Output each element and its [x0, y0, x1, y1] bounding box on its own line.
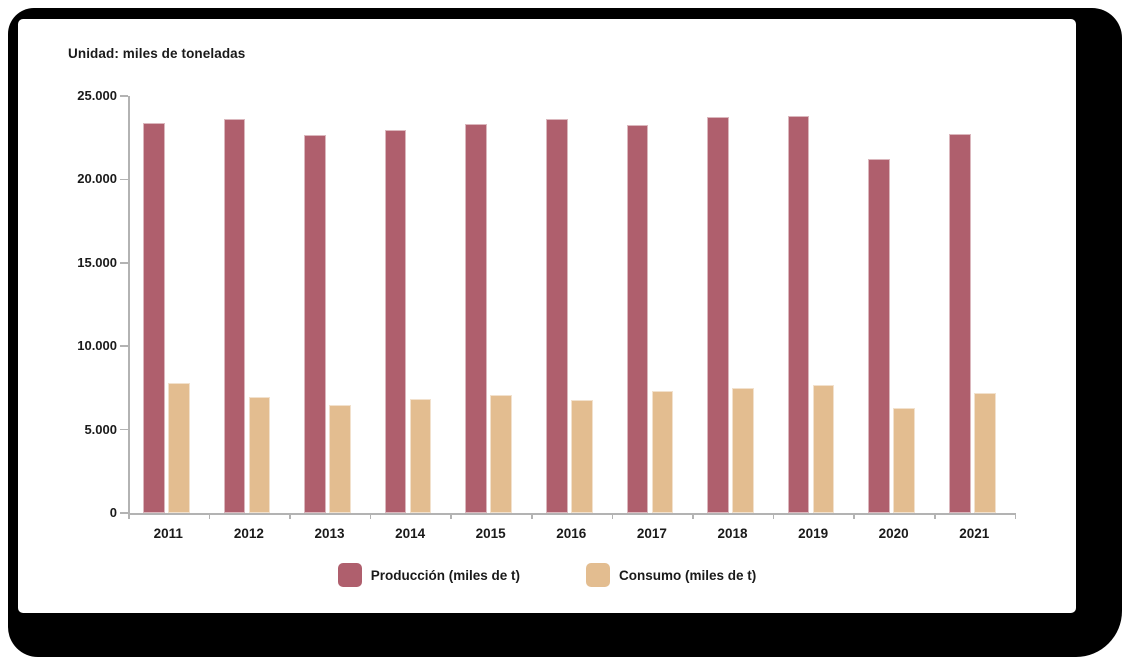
bar-produccion-2018: [707, 116, 729, 513]
x-tick: [289, 513, 291, 519]
bar-consumo-2012: [248, 397, 271, 513]
x-axis-label-2020: 2020: [878, 526, 909, 541]
x-axis-label-2013: 2013: [314, 526, 345, 541]
y-tick: [120, 345, 128, 347]
produccion-color-swatch: [337, 563, 362, 587]
y-tick: [120, 178, 128, 181]
x-tick: [853, 513, 855, 519]
legend-item-consumo: Consumo (miles de t): [586, 563, 756, 587]
x-tick: [531, 513, 533, 519]
x-tick: [611, 513, 614, 519]
y-tick: [120, 428, 128, 431]
x-axis-label-2016: 2016: [556, 526, 587, 541]
x-axis-line: [128, 513, 1017, 515]
bar-consumo-2015: [490, 395, 512, 513]
bar-consumo-2011: [168, 382, 190, 513]
unit-label: Unidad: miles de toneladas: [68, 46, 246, 61]
x-axis-label-2017: 2017: [636, 526, 667, 541]
chart-card-frame: Unidad: miles de toneladas 0 5.000 10.000 1…: [8, 8, 1122, 657]
y-tick: [120, 95, 128, 97]
bar-produccion-2019: [787, 116, 810, 513]
bar-chart-plot: 0 5.000 10.000 15.000 20.000 25.000 2011 2012 20…: [18, 19, 1076, 613]
y-tick: [120, 512, 128, 514]
x-axis-label-2012: 2012: [233, 526, 264, 541]
bar-consumo-2019: [812, 385, 835, 513]
x-axis-label-2011: 2011: [153, 526, 183, 541]
x-tick: [369, 513, 372, 519]
x-tick: [934, 513, 936, 519]
y-axis-label: 20.000: [77, 171, 117, 187]
bar-consumo-2020: [893, 407, 915, 513]
bar-produccion-2016: [546, 119, 568, 513]
consumo-color-swatch: [586, 563, 610, 587]
x-axis-label-2014: 2014: [395, 526, 426, 541]
legend-label-produccion: Producción (miles de t): [370, 567, 520, 583]
bar-consumo-2013: [329, 404, 351, 513]
bar-produccion-2013: [304, 135, 326, 513]
x-tick: [128, 513, 130, 519]
x-tick: [450, 513, 452, 519]
bar-produccion-2020: [868, 159, 890, 513]
bar-produccion-2017: [626, 125, 649, 513]
chart-legend: Producción (miles de t) Consumo (miles d…: [18, 563, 1076, 587]
y-axis-line: [128, 96, 130, 513]
y-axis-label: 0: [109, 505, 117, 520]
y-axis-label: 25.000: [77, 88, 117, 103]
bar-consumo-2018: [732, 387, 754, 513]
bar-produccion-2014: [384, 130, 407, 513]
x-tick: [1014, 513, 1017, 519]
bar-consumo-2014: [409, 398, 432, 513]
legend-label-consumo: Consumo (miles de t): [619, 567, 757, 583]
y-tick: [120, 262, 128, 264]
chart-panel: Unidad: miles de toneladas 0 5.000 10.000 1…: [18, 19, 1076, 613]
x-axis-label-2015: 2015: [475, 526, 506, 541]
x-tick: [208, 513, 211, 519]
legend-item-produccion: Producción (miles de t): [337, 563, 520, 587]
bar-produccion-2012: [223, 118, 246, 513]
x-axis-label-2019: 2019: [798, 526, 829, 541]
y-axis-label: 5.000: [84, 421, 117, 437]
bar-produccion-2011: [143, 122, 165, 513]
x-axis-label-2021: 2021: [959, 526, 990, 541]
y-axis-label: 15.000: [77, 254, 117, 270]
bar-consumo-2021: [974, 392, 996, 513]
bar-produccion-2021: [949, 133, 971, 513]
x-axis-label-2018: 2018: [717, 526, 748, 541]
y-axis-label: 10.000: [77, 338, 117, 354]
bar-consumo-2016: [571, 399, 593, 513]
bar-produccion-2015: [465, 123, 487, 513]
bar-consumo-2017: [651, 391, 674, 513]
x-tick: [772, 513, 775, 519]
x-tick: [692, 513, 694, 519]
